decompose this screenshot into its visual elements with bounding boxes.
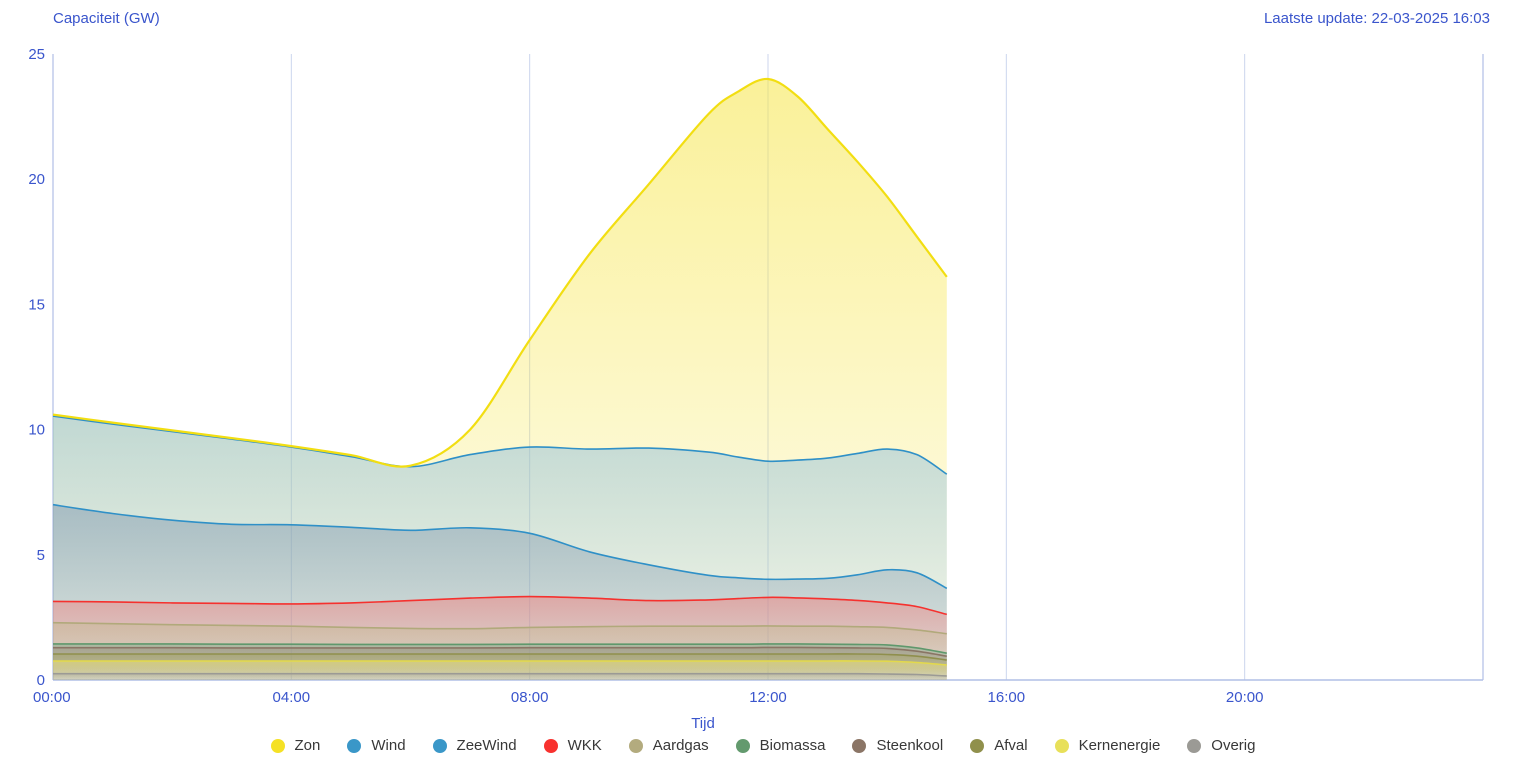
last-update-label: Laatste update: 22-03-2025 16:03 <box>1263 10 1490 27</box>
legend-swatch-icon <box>1187 738 1202 753</box>
legend-swatch-icon <box>270 738 285 753</box>
y-axis-tick-label: 25 <box>28 46 45 63</box>
y-axis-tick-label: 20 <box>28 171 45 188</box>
area-overig <box>53 673 947 680</box>
legend-swatch-icon <box>432 738 447 753</box>
legend-swatch-icon <box>347 738 362 753</box>
legend-item-aardgas[interactable]: Aardgas <box>628 737 709 754</box>
line-kernenergie <box>53 660 947 666</box>
line-zon <box>52 77 948 468</box>
legend-swatch-icon <box>852 738 867 753</box>
legend-label: Biomassa <box>759 737 826 754</box>
legend-item-zon[interactable]: Zon <box>270 737 321 754</box>
legend-item-kernenergie[interactable]: Kernenergie <box>1054 737 1161 754</box>
x-axis-tick-label: 20:00 <box>1226 689 1264 706</box>
line-aardgas <box>52 621 947 635</box>
legend-swatch-icon <box>628 738 643 753</box>
legend-label: Overig <box>1211 737 1256 754</box>
legend-swatch-icon <box>1054 738 1069 753</box>
legend-swatch-icon <box>735 738 750 753</box>
legend-swatch-icon <box>543 738 558 753</box>
x-axis-title: Tijd <box>691 715 715 732</box>
y-axis-tick-label: 10 <box>28 422 45 439</box>
legend-item-biomassa[interactable]: Biomassa <box>735 737 826 754</box>
x-axis-tick-label: 12:00 <box>749 689 787 706</box>
line-steenkool <box>53 646 947 657</box>
x-axis-tick-label: 08:00 <box>511 689 549 706</box>
legend-item-wkk[interactable]: WKK <box>543 737 602 754</box>
legend-label: Zon <box>294 737 321 754</box>
legend-label: Aardgas <box>652 737 709 754</box>
legend-label: Wind <box>371 737 406 754</box>
y-axis-tick-label: 15 <box>28 296 45 313</box>
legend-item-overig[interactable]: Overig <box>1187 737 1255 754</box>
line-overig <box>52 672 947 677</box>
legend-label: WKK <box>567 737 602 754</box>
capacity-stacked-area-chart: 0 5 10 15 20 25 00:00 04:00 08:00 12:00 16:00 20:00… <box>28 46 1484 732</box>
y-axis-top-title: Capaciteit (GW) <box>53 10 160 27</box>
x-axis-tick-label: 16:00 <box>988 689 1026 706</box>
y-axis-tick-label: 0 <box>37 672 45 689</box>
legend-label: Steenkool <box>876 737 944 754</box>
legend-item-zeewind[interactable]: ZeeWind <box>432 737 517 754</box>
y-axis-tick-label: 5 <box>37 547 45 564</box>
legend-label: ZeeWind <box>456 737 517 754</box>
legend-label: Afval <box>994 737 1028 754</box>
chart-legend: Zon Wind ZeeWind WKK Aardgas Biomassa Steenkoo… <box>0 737 1526 754</box>
line-wkk <box>52 595 948 616</box>
legend-item-steenkool[interactable]: Steenkool <box>852 737 943 754</box>
legend-item-afval[interactable]: Afval <box>970 737 1028 754</box>
x-axis-tick-label: 04:00 <box>273 689 311 706</box>
legend-label: Kernenergie <box>1078 737 1161 754</box>
line-biomassa <box>53 643 947 654</box>
legend-item-wind[interactable]: Wind <box>347 737 406 754</box>
line-zeewind <box>52 503 948 590</box>
line-afval <box>53 653 947 661</box>
x-axis-tick-label: 00:00 <box>33 689 71 706</box>
legend-swatch-icon <box>970 738 985 753</box>
